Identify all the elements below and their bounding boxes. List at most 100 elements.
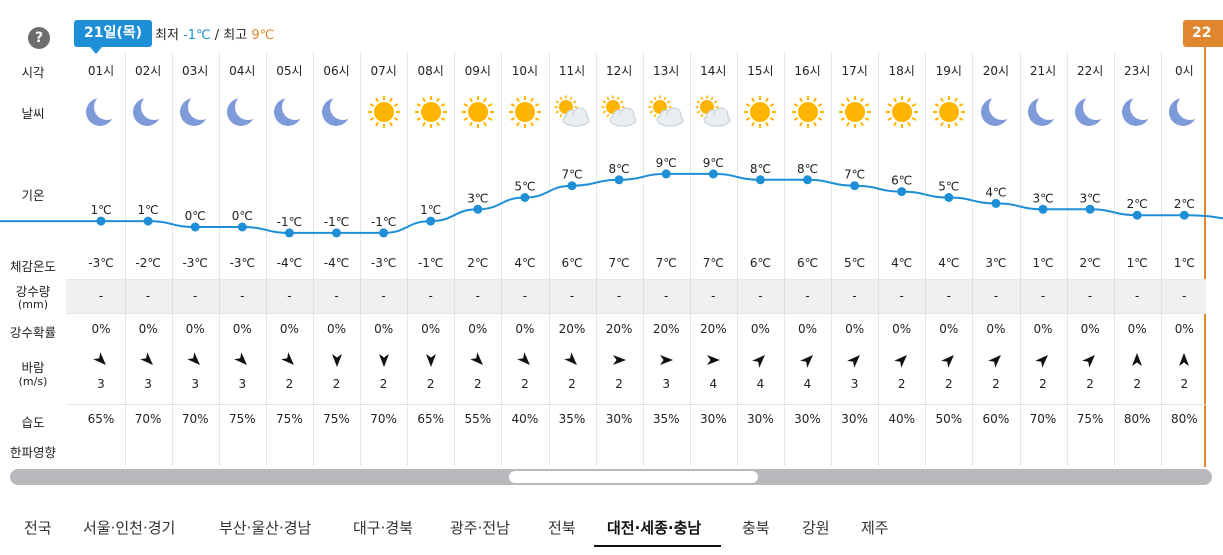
feels-like-value: -3℃	[370, 256, 397, 270]
hour-label: 02시	[134, 64, 162, 78]
region-tab[interactable]: 전국	[24, 519, 52, 537]
precip-prob-value: 0%	[797, 322, 818, 336]
next-day-divider	[1204, 47, 1206, 467]
temperature-point	[473, 204, 483, 214]
weather-sun-icon	[737, 94, 784, 130]
hour-label: 0시	[1174, 64, 1194, 78]
region-tab[interactable]: 광주·전남	[450, 519, 510, 537]
feels-like-value: -4℃	[323, 256, 350, 270]
feels-like-value: -3℃	[229, 256, 256, 270]
precip-amount-value: -	[98, 289, 104, 303]
hour-label: 04시	[229, 64, 256, 78]
wind-speed-value: 2	[992, 377, 1000, 391]
weather-sun-cloud-icon	[643, 94, 690, 130]
humidity-value: 50%	[935, 412, 963, 426]
wind-direction-arrow	[219, 352, 266, 370]
wind-speed-value: 2	[426, 377, 435, 391]
sun-cloud-icon	[648, 95, 684, 127]
region-tab[interactable]: 부산·울산·경남	[219, 519, 312, 537]
row-label-temperature: 기온	[21, 188, 45, 203]
weather-sun-icon	[925, 94, 972, 130]
moon-icon	[86, 94, 120, 126]
column-divider	[831, 52, 833, 465]
precip-prob-value: 20%	[699, 322, 727, 336]
temperature-label: 1℃	[90, 203, 111, 217]
max-value: 9℃	[251, 28, 275, 43]
humidity-value: 55%	[464, 412, 492, 426]
region-tab[interactable]: 대구·경북	[353, 519, 413, 537]
precip-amount-value: -	[1182, 289, 1187, 303]
weather-sun-icon	[501, 94, 548, 130]
precip-prob-value: 0%	[232, 322, 252, 336]
humidity-value: 80%	[1170, 412, 1198, 426]
wind-arrow-icon	[1132, 353, 1143, 366]
hour-label: 15시	[747, 64, 774, 78]
wind-speed-value: 3	[662, 377, 670, 391]
temperature-point	[661, 169, 671, 179]
temperature-point	[332, 228, 341, 238]
weather-moon-icon	[1161, 94, 1208, 130]
column-divider	[1160, 52, 1162, 465]
temperature-point	[237, 222, 247, 232]
precip-prob-value: 0%	[892, 322, 912, 336]
feels-like-value: 1℃	[1126, 256, 1148, 270]
region-tab[interactable]: 서울·인천·경기	[83, 519, 176, 537]
precip-amount-value: -	[1087, 289, 1093, 303]
wind-arrow-icon	[1035, 355, 1048, 368]
help-icon[interactable]: ?	[28, 27, 50, 49]
wind-arrow-icon	[752, 355, 766, 368]
wind-arrow-icon	[660, 355, 674, 365]
moon-icon	[227, 94, 262, 126]
row-label-wind: 바람	[21, 360, 45, 375]
wind-arrow-icon	[1082, 355, 1096, 368]
sun-icon	[744, 96, 777, 128]
feels-like-value: 2℃	[1079, 256, 1101, 270]
weather-sun-icon	[878, 94, 925, 130]
humidity-value: 65%	[417, 412, 445, 426]
region-tab[interactable]: 전북	[548, 519, 576, 537]
precip-amount-value: -	[852, 289, 857, 303]
temperature-label: 0℃	[185, 209, 206, 223]
wind-direction-arrow	[1114, 352, 1161, 370]
weather-moon-icon	[1020, 94, 1067, 130]
row-label-cold-wave: 한파영향	[9, 445, 56, 460]
row-label-time: 시각	[21, 65, 45, 80]
temperature-label: 5℃	[938, 180, 959, 194]
divider	[66, 279, 1206, 280]
moon-icon	[274, 94, 309, 126]
sun-icon	[461, 96, 494, 128]
precip-amount-value: -	[287, 289, 292, 303]
temperature-graph: 1℃ 1℃ 0℃ 0℃ -1℃ -1℃ -1℃ 1℃ 3℃ 5℃ 7℃ 8℃ 9℃ 9℃ 8℃ 8℃ 7℃ 6℃ 5…	[0, 156, 1223, 238]
region-tab[interactable]: 제주	[861, 519, 889, 537]
weather-moon-icon	[125, 94, 172, 130]
min-label: 최저	[155, 28, 179, 43]
precip-amount-value: -	[428, 289, 433, 303]
region-tab[interactable]: 충북	[742, 519, 770, 537]
feels-like-value: 6℃	[796, 256, 819, 270]
precip-prob-value: 0%	[1174, 322, 1194, 336]
column-divider	[265, 52, 267, 465]
temperature-label: 8℃	[750, 162, 771, 176]
next-day-badge[interactable]: 22	[1183, 20, 1223, 47]
row-label-weather: 날씨	[21, 106, 45, 121]
hour-label: 23시	[1124, 64, 1151, 78]
hour-label: 22시	[1076, 64, 1104, 78]
wind-direction-arrow	[878, 352, 925, 370]
wind-direction-arrow	[549, 352, 596, 370]
precip-prob-value: 0%	[279, 322, 299, 336]
precip-prob-value: 0%	[1033, 322, 1053, 336]
wind-arrow-icon	[93, 352, 106, 365]
region-tab[interactable]: 대전·세종·충남	[607, 519, 702, 537]
wind-direction-arrow	[125, 352, 172, 370]
precip-amount-value: -	[381, 289, 386, 303]
wind-arrow-icon	[470, 352, 483, 365]
wind-direction-arrow	[690, 352, 737, 370]
wind-speed-value: 4	[709, 377, 718, 391]
weather-moon-icon	[219, 94, 266, 130]
precip-amount-value: -	[569, 289, 575, 303]
scrollbar-thumb[interactable]	[509, 471, 758, 483]
weather-moon-icon	[313, 94, 360, 130]
region-tab[interactable]: 강원	[802, 519, 830, 537]
wind-direction-arrow	[596, 352, 643, 370]
wind-direction-arrow	[172, 352, 219, 370]
